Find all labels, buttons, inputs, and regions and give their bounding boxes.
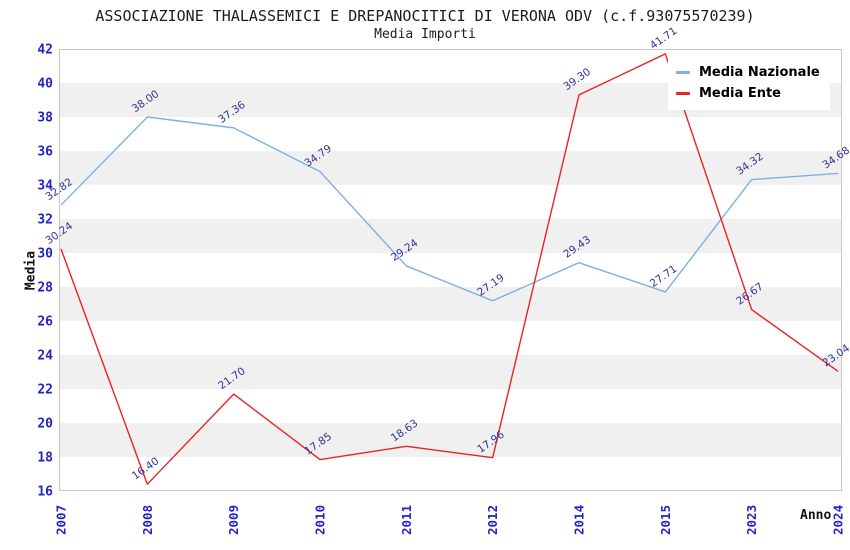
y-tick-label: 42 bbox=[37, 43, 53, 58]
x-axis-title: Anno bbox=[800, 508, 832, 523]
y-tick-label: 32 bbox=[37, 213, 53, 228]
x-tick-label: 2024 bbox=[831, 505, 846, 535]
grid-band bbox=[59, 151, 842, 185]
y-tick-label: 24 bbox=[37, 349, 53, 364]
y-tick-label: 40 bbox=[37, 77, 53, 92]
legend-item-media-nazionale[interactable]: Media Nazionale bbox=[676, 62, 822, 83]
x-tick-label: 2023 bbox=[744, 505, 759, 535]
legend-item-media-ente[interactable]: Media Ente bbox=[676, 83, 822, 104]
plot-border bbox=[59, 49, 842, 491]
grid-band bbox=[59, 287, 842, 321]
legend-label-media-ente: Media Ente bbox=[699, 86, 781, 101]
x-tick-label: 2010 bbox=[313, 505, 328, 535]
x-tick-label: 2008 bbox=[140, 505, 155, 535]
grid-band bbox=[59, 457, 842, 491]
chart-title: ASSOCIAZIONE THALASSEMICI E DREPANOCITIC… bbox=[95, 7, 755, 25]
series-line-media-ente bbox=[60, 53, 839, 485]
legend: Media Nazionale Media Ente bbox=[668, 57, 830, 110]
grid-band bbox=[59, 219, 842, 253]
y-tick-label: 16 bbox=[37, 485, 53, 500]
y-tick-label: 34 bbox=[37, 179, 53, 194]
grid-band bbox=[59, 355, 842, 389]
x-tick-label: 2012 bbox=[485, 505, 500, 535]
grid-band bbox=[59, 321, 842, 355]
legend-swatch-media-ente bbox=[676, 92, 690, 95]
x-tick-label: 2009 bbox=[226, 505, 241, 535]
point-label: 41.71 bbox=[648, 25, 680, 52]
series-line-media-nazionale bbox=[60, 116, 839, 302]
x-tick-label: 2007 bbox=[54, 505, 69, 535]
x-tick-label: 2014 bbox=[572, 505, 587, 535]
y-tick-label: 38 bbox=[37, 111, 53, 126]
y-tick-label: 36 bbox=[37, 145, 53, 160]
grid-band bbox=[59, 253, 842, 287]
y-tick-label: 22 bbox=[37, 383, 53, 398]
x-tick-label: 2015 bbox=[658, 505, 673, 535]
x-tick-label: 2011 bbox=[399, 505, 414, 535]
y-tick-label: 30 bbox=[37, 247, 53, 262]
grid-band bbox=[59, 117, 842, 151]
y-tick-label: 26 bbox=[37, 315, 53, 330]
legend-swatch-media-nazionale bbox=[676, 71, 690, 74]
y-tick-label: 20 bbox=[37, 417, 53, 432]
grid-band bbox=[59, 389, 842, 423]
y-tick-label: 28 bbox=[37, 281, 53, 296]
y-axis-title: Media bbox=[23, 250, 39, 291]
y-tick-label: 18 bbox=[37, 451, 53, 466]
chart-subtitle: Media Importi bbox=[374, 27, 476, 42]
legend-label-media-nazionale: Media Nazionale bbox=[699, 65, 820, 80]
